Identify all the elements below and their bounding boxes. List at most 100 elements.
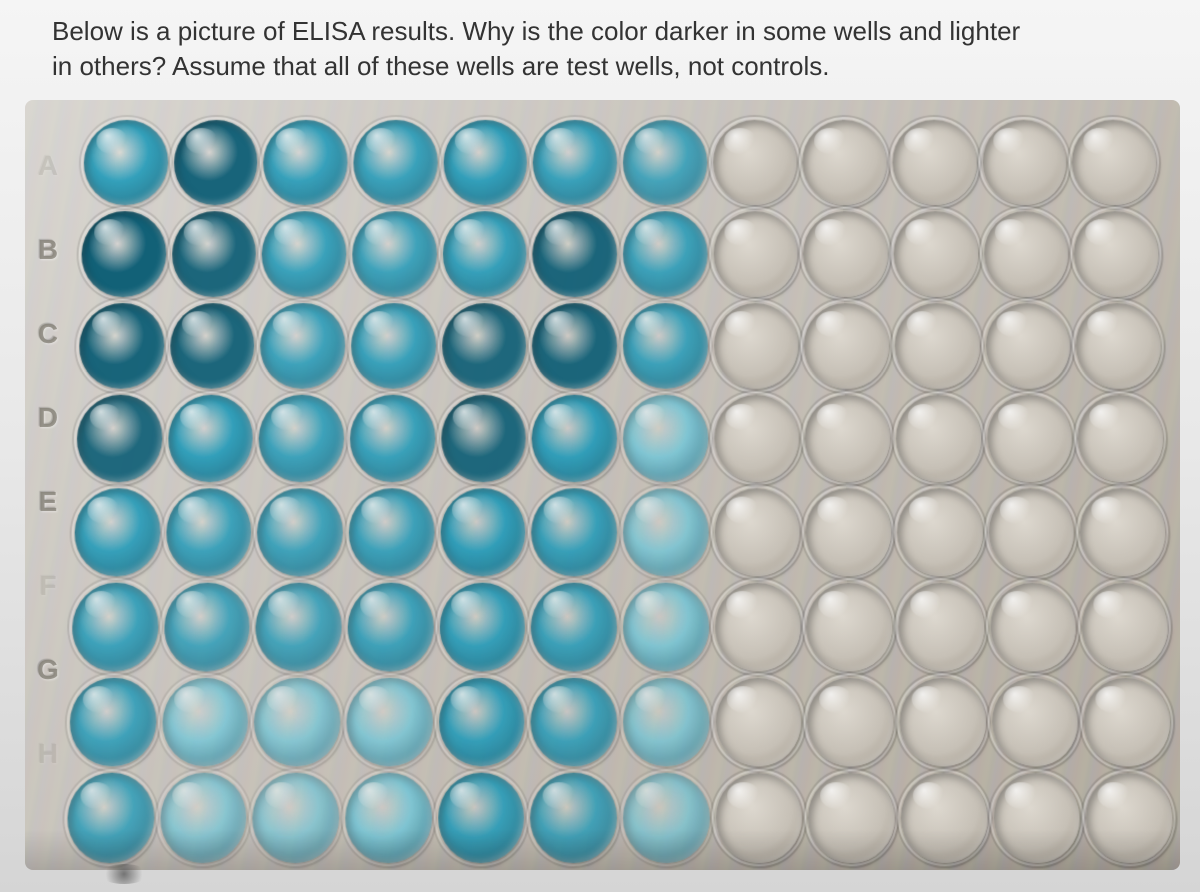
well-r1-c5 (533, 211, 617, 297)
well-r5-c3 (347, 582, 434, 671)
plate-bottom-shadow (25, 830, 1180, 870)
row-label-B: B (30, 232, 66, 268)
well-r3-c7 (714, 395, 799, 482)
well-r2-c8 (804, 303, 889, 389)
well-r1-c2 (261, 211, 346, 297)
well-r3-c5 (532, 395, 617, 482)
well-r4-c2 (257, 488, 344, 576)
well-r5-c5 (531, 582, 617, 671)
well-r6-c7 (715, 677, 802, 766)
well-r0-c5 (533, 120, 617, 205)
well-r1-c9 (893, 211, 978, 297)
well-r3-c9 (895, 395, 981, 482)
well-r4-c6 (623, 488, 708, 576)
well-r4-c5 (531, 488, 616, 576)
well-r3-c1 (167, 395, 254, 482)
well-r6-c9 (899, 677, 986, 766)
well-r0-c10 (982, 120, 1067, 205)
question-line-1: Below is a picture of ELISA results. Why… (52, 16, 1020, 46)
well-r3-c8 (805, 395, 891, 482)
well-r5-c4 (439, 582, 525, 671)
well-r5-c10 (989, 582, 1076, 671)
shadow-dot (100, 864, 148, 884)
well-r3-c4 (441, 395, 526, 482)
well-r6-c2 (254, 677, 341, 766)
well-r6-c6 (623, 677, 709, 766)
well-r2-c0 (78, 303, 165, 389)
well-r4-c9 (897, 488, 984, 576)
well-r6-c3 (346, 677, 433, 766)
well-r5-c9 (898, 582, 985, 671)
well-r3-c3 (349, 395, 435, 482)
row-label-H: H (30, 736, 66, 772)
well-r5-c0 (71, 582, 159, 671)
well-r6-c8 (807, 677, 894, 766)
well-r1-c1 (171, 211, 257, 297)
well-r0-c4 (443, 120, 527, 205)
well-r5-c2 (255, 582, 342, 671)
well-r6-c4 (438, 677, 525, 766)
well-r4-c10 (988, 488, 1075, 576)
well-r1-c6 (623, 211, 707, 297)
well-r1-c8 (803, 211, 888, 297)
well-r4-c8 (805, 488, 891, 576)
question-line-2: in others? Assume that all of these well… (52, 51, 830, 81)
well-r1-c3 (352, 211, 437, 297)
well-r0-c2 (263, 120, 348, 205)
well-r5-c7 (715, 582, 801, 671)
well-r3-c10 (986, 395, 1073, 482)
well-r6-c1 (161, 677, 249, 766)
elisa-plate-photo: A B C D E F G H (25, 100, 1180, 870)
well-r2-c6 (623, 303, 708, 389)
well-r2-c5 (532, 303, 617, 389)
well-r6-c0 (69, 677, 157, 766)
well-r3-c2 (258, 395, 344, 482)
well-r1-c11 (1073, 211, 1159, 297)
question-text: Below is a picture of ELISA results. Why… (0, 0, 1200, 92)
wells-grid (66, 120, 1173, 863)
well-r3-c0 (76, 395, 163, 482)
well-r2-c2 (260, 303, 346, 389)
well-r5-c8 (806, 582, 893, 671)
well-r1-c10 (983, 211, 1069, 297)
well-r3-c11 (1077, 395, 1164, 482)
row-label-G: G (30, 652, 66, 688)
row-label-A: A (30, 148, 66, 184)
well-r2-c9 (894, 303, 980, 389)
well-r2-c10 (985, 303, 1071, 389)
well-r6-c5 (531, 677, 617, 766)
row-label-E: E (30, 484, 66, 520)
well-r2-c11 (1075, 303, 1162, 389)
well-r1-c0 (81, 211, 167, 297)
well-r0-c3 (353, 120, 438, 205)
well-r6-c10 (991, 677, 1079, 766)
well-r4-c7 (714, 488, 800, 576)
well-r2-c4 (441, 303, 526, 389)
well-r0-c7 (713, 120, 797, 205)
well-r0-c8 (802, 120, 887, 205)
row-label-D: D (30, 400, 66, 436)
well-r3-c6 (623, 395, 708, 482)
well-r6-c11 (1083, 677, 1171, 766)
well-r1-c7 (713, 211, 798, 297)
well-r2-c3 (351, 303, 436, 389)
well-r2-c1 (169, 303, 255, 389)
well-r0-c1 (173, 120, 258, 205)
well-r4-c3 (348, 488, 434, 576)
well-r1-c4 (442, 211, 527, 297)
well-r0-c9 (892, 120, 977, 205)
well-r4-c11 (1079, 488, 1166, 576)
well-r0-c0 (83, 120, 169, 205)
row-label-F: F (30, 568, 66, 604)
well-r4-c0 (74, 488, 161, 576)
well-r5-c6 (623, 582, 709, 671)
row-labels: A B C D E F G H (30, 148, 66, 772)
well-r5-c11 (1081, 582, 1169, 671)
well-r0-c11 (1071, 120, 1157, 205)
well-r5-c1 (163, 582, 250, 671)
well-r4-c1 (165, 488, 252, 576)
row-label-C: C (30, 316, 66, 352)
well-r2-c7 (713, 303, 798, 389)
well-r0-c6 (623, 120, 707, 205)
well-r4-c4 (440, 488, 526, 576)
